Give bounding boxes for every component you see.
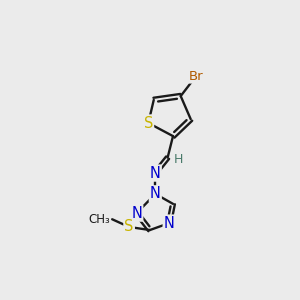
Text: H: H [174,153,183,166]
Text: S: S [144,116,153,130]
Text: N: N [131,206,142,220]
Text: Br: Br [189,70,203,83]
Text: N: N [164,216,175,231]
Text: N: N [150,186,161,201]
Text: S: S [124,220,134,235]
Text: N: N [150,166,161,181]
Text: CH₃: CH₃ [88,213,110,226]
